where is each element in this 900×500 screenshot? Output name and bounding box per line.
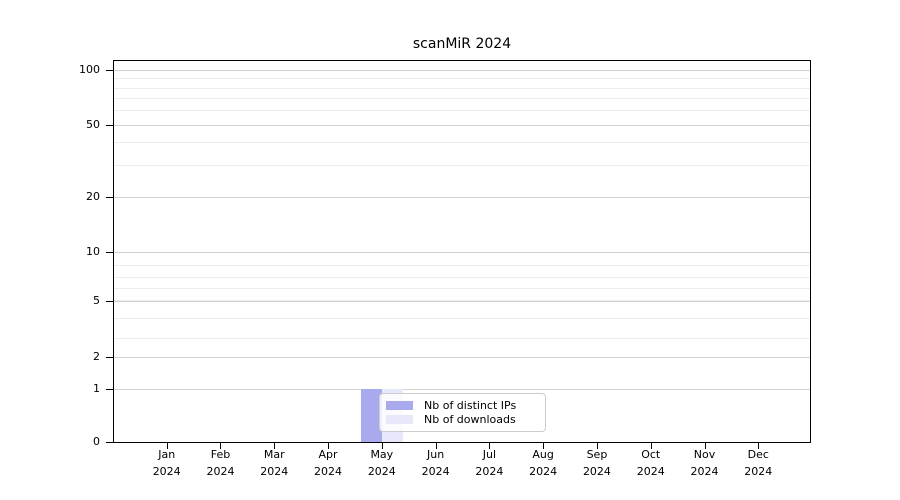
y-grid-major [114, 301, 810, 302]
x-tick-label-year: 2024 [636, 465, 665, 478]
x-tick-mark [704, 443, 706, 449]
y-tick-label: 100 [79, 63, 100, 76]
legend-label-downloads: Nb of downloads [424, 413, 516, 427]
bar-distinct-ips-may-2024 [360, 389, 382, 442]
x-tick-mark [381, 443, 383, 449]
x-tick-label-month: Oct [641, 448, 661, 461]
x-tick-label: Sep 2024 [570, 446, 624, 480]
legend-item-downloads: Nb of downloads [386, 413, 539, 428]
x-tick-label-month: Apr [318, 448, 338, 461]
y-grid-minor [114, 338, 810, 339]
x-tick-label-month: Nov [693, 448, 716, 461]
y-grid-minor [114, 318, 810, 319]
y-grid-minor [114, 265, 810, 266]
legend-label-distinct-ips: Nb of distinct IPs [424, 398, 517, 412]
x-tick-mark [758, 443, 760, 449]
y-grid-minor [114, 277, 810, 278]
x-tick-mark [166, 443, 168, 449]
y-tick-mark [106, 252, 113, 253]
y-tick-mark [106, 389, 113, 390]
x-tick-label-year: 2024 [260, 465, 289, 478]
x-tick-mark [435, 443, 437, 449]
x-tick-label-month: Aug [532, 448, 554, 461]
y-tick-label: 50 [86, 118, 100, 131]
y-grid-major [114, 197, 810, 198]
x-tick-label: Aug 2024 [516, 446, 570, 480]
y-tick-mark [106, 197, 113, 198]
x-tick-label-year: 2024 [314, 465, 343, 478]
x-tick-mark [274, 443, 276, 449]
x-tick-label-year: 2024 [152, 465, 181, 478]
x-tick-label: May 2024 [355, 446, 409, 480]
y-tick-label: 20 [86, 190, 100, 203]
x-tick-mark [543, 443, 545, 449]
x-tick-label: Jun 2024 [409, 446, 463, 480]
y-grid-minor [114, 300, 810, 301]
y-grid-major [114, 252, 810, 253]
legend-swatch-downloads [386, 415, 413, 425]
x-tick-label-year: 2024 [206, 465, 235, 478]
x-tick-mark [220, 443, 222, 449]
legend: Nb of distinct IPs Nb of downloads [379, 393, 546, 432]
x-tick-label-month: Jan [158, 448, 176, 461]
x-tick-label: Oct 2024 [624, 446, 678, 480]
x-tick-label-year: 2024 [421, 465, 450, 478]
x-tick-label-year: 2024 [367, 465, 396, 478]
y-tick-mark [106, 357, 113, 358]
x-tick-mark [489, 443, 491, 449]
y-grid-major [114, 125, 810, 126]
y-tick-mark [106, 70, 113, 71]
y-grid-major [114, 357, 810, 358]
y-tick-mark [106, 442, 113, 443]
x-tick-label-month: Jun [427, 448, 445, 461]
legend-item-distinct-ips: Nb of distinct IPs [386, 398, 539, 413]
y-tick-label: 5 [93, 294, 100, 307]
x-tick-label: Jul 2024 [462, 446, 516, 480]
x-tick-label-month: Mar [263, 448, 285, 461]
x-tick-label: Mar 2024 [247, 446, 301, 480]
x-tick-mark [650, 443, 652, 449]
x-tick-label-year: 2024 [744, 465, 773, 478]
y-tick-mark [106, 125, 113, 126]
y-tick-label: 1 [93, 382, 100, 395]
y-tick-label: 10 [86, 245, 100, 258]
x-tick-mark [596, 443, 598, 449]
y-grid-minor [114, 88, 810, 89]
plot-area [113, 60, 811, 443]
y-grid-minor [114, 98, 810, 99]
y-tick-mark [106, 301, 113, 302]
y-tick-label: 2 [93, 350, 100, 363]
x-tick-label: Dec 2024 [731, 446, 785, 480]
x-tick-label-month: Dec [747, 448, 769, 461]
x-tick-label: Jan 2024 [140, 446, 194, 480]
chart-title: scanMiR 2024 [412, 36, 512, 52]
y-tick-label: 0 [93, 435, 100, 448]
x-tick-label-month: May [370, 448, 394, 461]
y-grid-minor [114, 288, 810, 289]
x-tick-label-year: 2024 [582, 465, 611, 478]
x-tick-label-year: 2024 [475, 465, 504, 478]
x-tick-label: Feb 2024 [193, 446, 247, 480]
x-tick-mark [328, 443, 330, 449]
y-grid-minor [114, 165, 810, 166]
x-tick-label-year: 2024 [529, 465, 558, 478]
x-tick-label-month: Jul [482, 448, 497, 461]
x-tick-label-month: Sep [586, 448, 608, 461]
y-grid-major [114, 70, 810, 71]
x-tick-label-month: Feb [210, 448, 231, 461]
x-tick-label: Nov 2024 [678, 446, 732, 480]
x-tick-label: Apr 2024 [301, 446, 355, 480]
legend-swatch-distinct-ips [386, 400, 413, 410]
y-grid-minor [114, 110, 810, 111]
y-grid-major [114, 389, 810, 390]
y-grid-minor [114, 142, 810, 143]
x-tick-label-year: 2024 [690, 465, 719, 478]
y-grid-minor [114, 78, 810, 79]
